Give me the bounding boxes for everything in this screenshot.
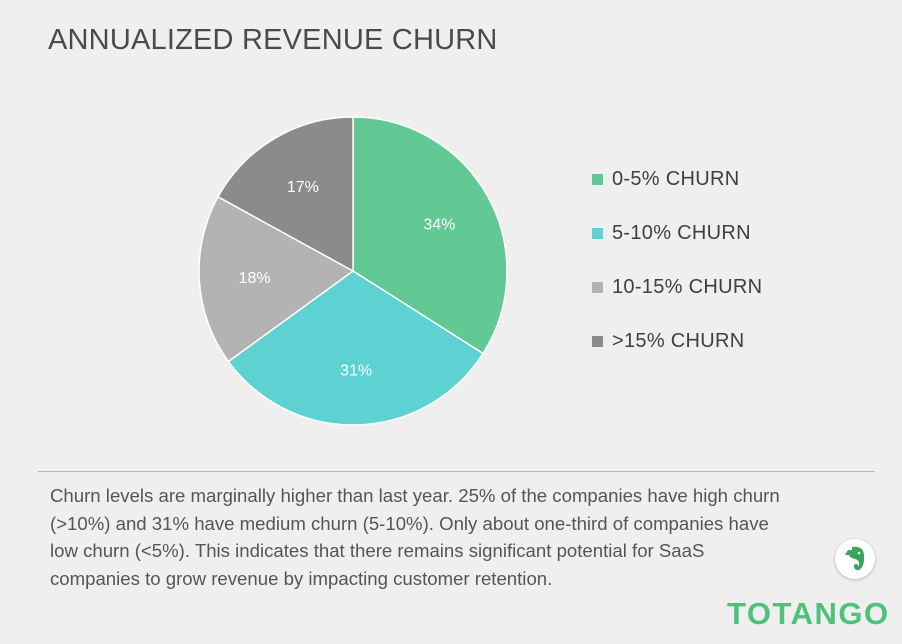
pie-slice-3 (198, 195, 355, 363)
legend-item-3: 10-15% CHURN (592, 274, 762, 301)
pie-slice-2 (227, 270, 485, 426)
pie-label-4: 17% (287, 179, 319, 196)
legend-swatch (592, 174, 603, 185)
legend-item-1: 0-5% CHURN (592, 166, 762, 193)
legend-label: >15% CHURN (612, 330, 745, 352)
pie-slice-4 (217, 116, 354, 273)
pie-label-3: 18% (239, 270, 271, 287)
legend-item-4: >15% CHURN (592, 328, 762, 355)
section-divider (38, 471, 875, 472)
pie-chart: 34% 31% 18% 17% (198, 116, 508, 426)
totango-logo: TOTANGO (727, 596, 890, 631)
legend-label: 0-5% CHURN (612, 168, 740, 190)
legend-label: 5-10% CHURN (612, 222, 751, 244)
evernote-elephant-icon (845, 546, 865, 571)
legend-label: 10-15% CHURN (612, 276, 763, 298)
pie-slice-1 (352, 116, 508, 355)
chart-legend: 0-5% CHURN 5-10% CHURN 10-15% CHURN >15% CH… (592, 166, 762, 382)
pie-label-1: 34% (423, 217, 455, 234)
legend-swatch (592, 282, 603, 293)
legend-item-2: 5-10% CHURN (592, 220, 762, 247)
legend-swatch (592, 228, 603, 239)
chart-title: ANNUALIZED REVENUE CHURN (48, 24, 498, 56)
legend-swatch (592, 336, 603, 347)
pie-label-2: 31% (340, 363, 372, 380)
summary-caption: Churn levels are marginally higher than … (50, 485, 780, 589)
evernote-button[interactable] (835, 539, 875, 579)
